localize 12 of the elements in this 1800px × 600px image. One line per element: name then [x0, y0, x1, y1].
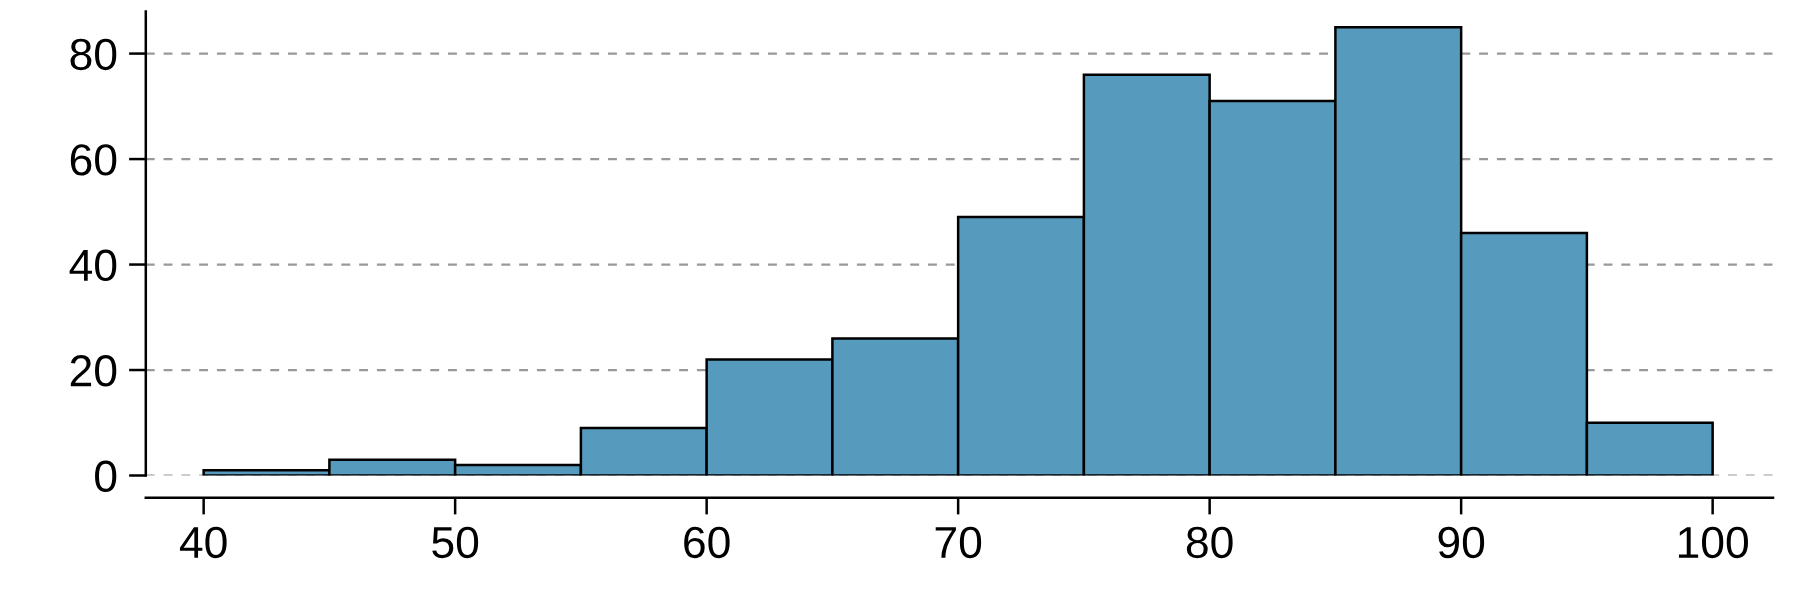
- x-tick-label: 100: [1678, 526, 1748, 559]
- y-tick-label: 80: [70, 38, 117, 71]
- x-tick-label: 70: [935, 526, 982, 559]
- x-tick-label: 50: [432, 526, 479, 559]
- y-tick-label: 60: [70, 144, 117, 176]
- y-tick-label: 20: [70, 355, 117, 387]
- y-tick-label: 40: [69, 249, 117, 282]
- y-tick-label: 0: [95, 460, 117, 493]
- x-tick-label: 80: [1186, 526, 1233, 559]
- x-tick-label: 90: [1438, 526, 1485, 559]
- x-tick-label: 60: [684, 526, 730, 559]
- x-tick-label: 40: [179, 526, 227, 559]
